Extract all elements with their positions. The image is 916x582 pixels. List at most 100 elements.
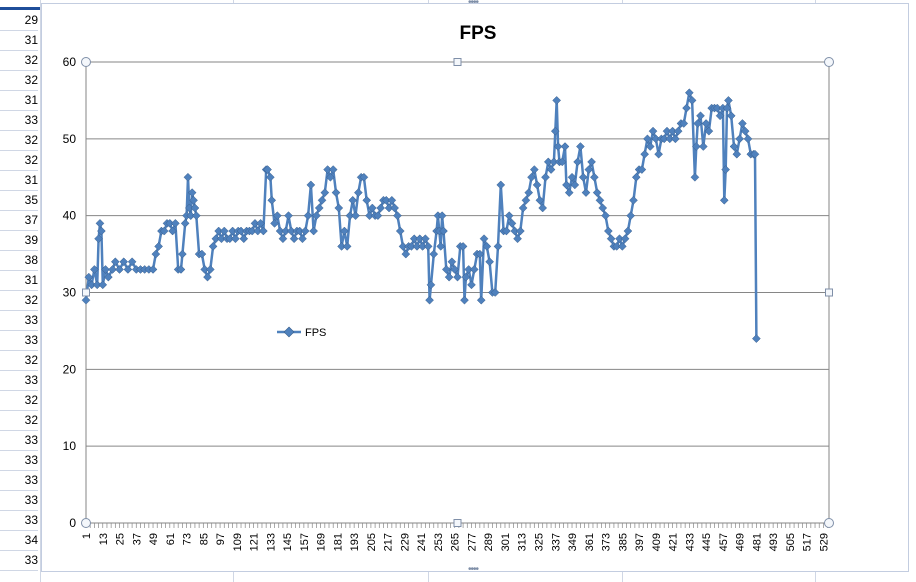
sheet-cell[interactable]: 33: [0, 550, 38, 571]
sheet-cell[interactable]: 37: [0, 210, 38, 231]
data-point: [312, 211, 321, 221]
sheet-cell[interactable]: 32: [0, 70, 38, 91]
data-point: [601, 211, 610, 221]
sheet-cell[interactable]: 38: [0, 250, 38, 271]
y-tick-label: 60: [63, 55, 77, 69]
chart-area[interactable]: FPS 0 10 20 30 40 50 60 1 13 25 37 49 61 73 85 97 109 12…: [41, 0, 909, 575]
data-point: [289, 234, 299, 244]
data-point: [95, 218, 105, 228]
sheet-cell[interactable]: 31: [0, 270, 38, 291]
sheet-cell[interactable]: 32: [0, 50, 38, 71]
y-tick-label: 30: [63, 286, 77, 300]
data-point: [187, 188, 197, 197]
resize-handle-corner[interactable]: [824, 518, 834, 528]
resize-grip-top[interactable]: ••••: [468, 0, 479, 8]
resize-handle-edge[interactable]: [453, 58, 462, 66]
data-point: [592, 188, 602, 197]
data-point: [482, 242, 492, 251]
data-point: [595, 195, 605, 205]
data-point: [270, 218, 279, 228]
chart-title: FPS: [460, 23, 497, 44]
data-point: [168, 226, 177, 236]
sheet-cell[interactable]: 35: [0, 190, 38, 211]
legend[interactable]: FPS: [277, 326, 326, 339]
sheet-cell[interactable]: 33: [0, 370, 38, 391]
sheet-cell[interactable]: 33: [0, 510, 38, 531]
data-point: [127, 257, 137, 267]
plot-area-handles[interactable]: [81, 57, 834, 528]
data-point: [476, 295, 486, 305]
data-point: [732, 149, 742, 159]
data-point: [208, 242, 218, 251]
resize-grip-bottom[interactable]: ••••: [468, 564, 479, 575]
data-point: [272, 211, 282, 221]
data-point: [123, 265, 133, 274]
data-point: [359, 172, 369, 182]
data-point: [626, 211, 636, 221]
sheet-cell[interactable]: 32: [0, 150, 38, 171]
data-point: [645, 142, 655, 151]
data-point: [367, 203, 377, 213]
sheet-cell[interactable]: 33: [0, 310, 38, 331]
sheet-cell[interactable]: 33: [0, 450, 38, 471]
x-tick-label: 517: [802, 533, 814, 551]
data-point: [581, 188, 591, 197]
sheet-cell[interactable]: 33: [0, 470, 38, 491]
data-point: [567, 172, 577, 182]
x-tick-label: 445: [701, 533, 713, 551]
resize-handle-edge[interactable]: [825, 288, 833, 297]
sheet-cell[interactable]: 33: [0, 490, 38, 511]
resize-handle-corner[interactable]: [81, 57, 91, 67]
sheet-cell[interactable]: 32: [0, 390, 38, 411]
data-point: [750, 149, 760, 159]
data-point: [317, 195, 327, 205]
data-point: [101, 265, 110, 274]
resize-handle-edge[interactable]: [453, 519, 462, 527]
sheet-cell[interactable]: 33: [0, 330, 38, 351]
data-point: [284, 211, 293, 221]
data-point: [460, 295, 469, 305]
data-point: [351, 211, 360, 221]
data-point: [704, 126, 714, 136]
sheet-cell[interactable]: 33: [0, 430, 38, 451]
x-tick-label: 253: [433, 533, 445, 551]
data-point: [265, 172, 275, 182]
sheet-cell[interactable]: 33: [0, 110, 38, 131]
x-tick-label: 349: [567, 533, 579, 551]
sheet-cell[interactable]: 32: [0, 350, 38, 371]
data-point: [320, 188, 330, 197]
resize-handle-edge[interactable]: [82, 288, 90, 297]
data-point: [535, 195, 545, 205]
sheet-cell[interactable]: 34: [0, 530, 38, 551]
resize-handle-corner[interactable]: [824, 57, 834, 67]
sheet-cell[interactable]: 31: [0, 90, 38, 111]
sheet-cell[interactable]: 31: [0, 30, 38, 51]
data-point: [698, 142, 708, 151]
sheet-cell[interactable]: 32: [0, 130, 38, 151]
data-point: [176, 265, 186, 274]
data-point: [259, 226, 268, 236]
data-point: [303, 211, 313, 221]
sheet-cell[interactable]: 31: [0, 170, 38, 191]
sheet-cell[interactable]: 39: [0, 230, 38, 251]
data-point: [300, 226, 310, 236]
data-point: [603, 226, 613, 236]
data-point: [159, 226, 169, 236]
sheet-cell[interactable]: 29: [0, 10, 38, 31]
sheet-cell[interactable]: 32: [0, 410, 38, 431]
x-tick-label: 397: [634, 533, 646, 551]
x-tick-label: 529: [818, 533, 830, 551]
series-fps: [81, 88, 761, 343]
data-point: [524, 188, 534, 197]
y-tick-label: 40: [63, 209, 77, 223]
data-point: [205, 265, 215, 274]
y-axis: 0 10 20 30 40 50 60: [63, 55, 87, 530]
resize-handle-corner[interactable]: [81, 518, 91, 528]
x-tick-label: 373: [601, 533, 613, 551]
sheet-cell[interactable]: 32: [0, 290, 38, 311]
data-point: [515, 226, 525, 236]
data-point: [637, 165, 647, 174]
data-point: [203, 272, 212, 282]
data-point: [110, 257, 120, 267]
data-point: [444, 272, 454, 282]
